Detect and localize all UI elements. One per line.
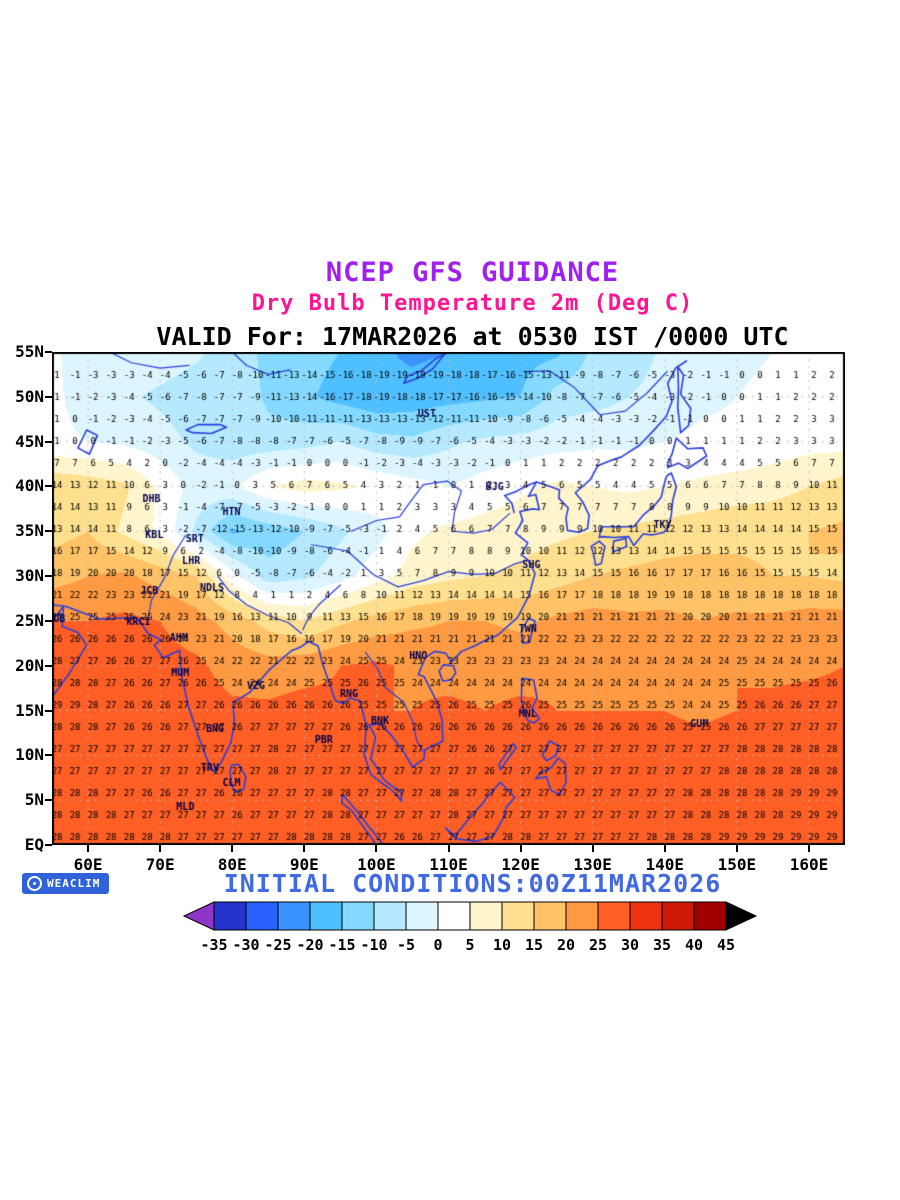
weaclim-badge: WEACLIM <box>22 873 110 894</box>
y-axis-tick <box>45 664 52 667</box>
y-axis-label: 40N <box>15 476 44 496</box>
x-axis-tick <box>231 845 234 852</box>
x-axis-tick <box>303 845 306 852</box>
colorbar-tick-label: -35 <box>200 936 228 954</box>
x-axis-tick <box>159 845 162 852</box>
y-axis-tick <box>45 709 52 712</box>
y-axis-label: 15N <box>15 700 44 720</box>
chart-subtitle: Dry Bulb Temperature 2m (Deg C) <box>251 291 694 316</box>
colorbar-tick-label: 15 <box>524 936 544 954</box>
y-axis-tick <box>45 485 52 488</box>
colorbar-tick-label: 10 <box>492 936 512 954</box>
y-axis-label: 35N <box>15 521 44 541</box>
y-axis-label: 20N <box>15 655 44 675</box>
x-axis-tick <box>735 845 738 852</box>
y-axis-tick <box>45 351 52 353</box>
x-axis-label: 90E <box>289 855 319 874</box>
x-axis-tick <box>591 845 594 852</box>
y-axis-label: 45N <box>15 431 44 451</box>
y-axis-tick <box>45 440 52 443</box>
y-axis-label: 30N <box>15 566 44 586</box>
x-axis-label: 150E <box>717 855 757 874</box>
colorbar-tick-label: -5 <box>396 936 416 954</box>
y-axis-label: 50N <box>15 386 44 406</box>
x-axis-tick <box>519 845 522 852</box>
colorbar-tick-label: -10 <box>360 936 388 954</box>
y-axis-tick <box>45 530 52 533</box>
x-axis-tick <box>87 845 90 852</box>
y-axis-tick <box>45 844 52 846</box>
x-axis-tick <box>447 845 450 852</box>
colorbar <box>182 901 759 935</box>
y-axis-label: 10N <box>15 745 44 765</box>
y-axis-label: 25N <box>15 610 44 630</box>
y-axis-tick <box>45 395 52 398</box>
y-axis-tick <box>45 754 52 757</box>
weaclim-logo-icon <box>27 876 42 891</box>
colorbar-tick-label: 5 <box>465 936 475 954</box>
colorbar-tick-label: -20 <box>296 936 324 954</box>
colorbar-tick-label: 30 <box>620 936 640 954</box>
x-axis-label: 60E <box>73 855 103 874</box>
x-axis-label: 70E <box>145 855 175 874</box>
colorbar-tick-label: 25 <box>588 936 608 954</box>
chart-title: NCEP GFS GUIDANCE <box>325 257 620 288</box>
x-axis-tick <box>375 845 378 852</box>
x-axis-tick <box>663 845 666 852</box>
y-axis-tick <box>45 619 52 622</box>
y-axis-tick <box>45 799 52 802</box>
y-axis-label: 5N <box>24 790 44 810</box>
colorbar-tick-label: 40 <box>684 936 704 954</box>
temperature-map-canvas <box>52 352 845 845</box>
y-axis-label: EQ <box>24 835 44 854</box>
x-axis-label: 110E <box>429 855 468 874</box>
x-axis-label: 140E <box>645 855 685 874</box>
colorbar-scale <box>182 901 758 931</box>
colorbar-tick-label: 0 <box>433 936 443 954</box>
x-axis-label: 80E <box>217 855 247 874</box>
x-axis-label: 130E <box>573 855 612 874</box>
colorbar-tick-label: -15 <box>328 936 356 954</box>
weaclim-badge-label: WEACLIM <box>47 877 101 890</box>
colorbar-tick-label: 45 <box>716 936 736 954</box>
valid-time-label: VALID For: 17MAR2026 at 0530 IST /0000 U… <box>156 322 789 351</box>
colorbar-tick-label: -30 <box>232 936 260 954</box>
y-axis-label: 55N <box>15 342 44 361</box>
initial-conditions-label: INITIAL CONDITIONS:00Z11MAR2026 <box>223 869 722 898</box>
x-axis-tick <box>807 845 810 852</box>
x-axis-label: 160E <box>789 855 829 874</box>
y-axis-tick <box>45 575 52 578</box>
colorbar-tick-label: -25 <box>264 936 292 954</box>
x-axis-label: 120E <box>501 855 540 874</box>
colorbar-tick-label: 35 <box>652 936 672 954</box>
colorbar-tick-label: 20 <box>556 936 576 954</box>
x-axis-label: 100E <box>357 855 396 874</box>
